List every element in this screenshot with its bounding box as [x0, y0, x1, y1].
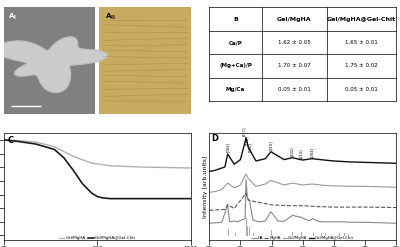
Text: Ca/P: Ca/P [228, 40, 242, 45]
Line: Gel/MgHA@Gel-Chit: Gel/MgHA@Gel-Chit [4, 140, 191, 199]
Gel/MgHA [183, 166, 188, 169]
Text: [002]: [002] [226, 143, 230, 152]
Gel/MgHA@Gel-Chit [100, 196, 105, 199]
Gel/MgHA@Gel-Chit [71, 168, 76, 171]
Legend: HA, MgHA, Gel/MgHA, Gel/MgHA@Gel-Chit: HA, MgHA, Gel/MgHA, Gel/MgHA@Gel-Chit [250, 235, 355, 242]
Gel/MgHA@Gel-Chit [145, 197, 150, 200]
Text: 1.65 ± 0.01: 1.65 ± 0.01 [345, 40, 378, 45]
Text: [300]: [300] [248, 143, 252, 152]
Gel/MgHA@Gel-Chit [95, 195, 100, 198]
Text: [211]: [211] [242, 126, 246, 136]
Text: Mg/Ca: Mg/Ca [226, 87, 245, 92]
Text: 0.05 ± 0.01: 0.05 ± 0.01 [345, 87, 378, 92]
Gel/MgHA@Gel-Chit [33, 143, 38, 145]
Gel/MgHA [2, 138, 6, 141]
Text: (Mg+Ca)/P: (Mg+Ca)/P [219, 63, 252, 68]
Text: B: B [233, 17, 238, 22]
Text: [004]: [004] [311, 147, 315, 157]
Gel/MgHA [108, 164, 113, 167]
Gel/MgHA [33, 141, 38, 144]
Gel/MgHA [15, 139, 20, 142]
Polygon shape [0, 37, 108, 92]
Text: 0.05 ± 0.01: 0.05 ± 0.01 [278, 87, 311, 92]
Text: 1.75 ± 0.02: 1.75 ± 0.02 [345, 63, 378, 68]
Gel/MgHA@Gel-Chit [15, 140, 20, 143]
Text: D: D [211, 134, 218, 143]
Gel/MgHA [71, 155, 76, 158]
Gel/MgHA [188, 166, 193, 169]
Gel/MgHA [164, 166, 169, 169]
Text: Gel/MgHA: Gel/MgHA [277, 17, 312, 22]
Text: [222]: [222] [290, 146, 294, 156]
Gel/MgHA@Gel-Chit [80, 182, 85, 185]
Gel/MgHA@Gel-Chit [183, 197, 188, 200]
Gel/MgHA@Gel-Chit [2, 138, 6, 141]
Text: Gel/MgHA@Gel-Chit: Gel/MgHA@Gel-Chit [327, 17, 396, 22]
Text: $\mathbf{A_I}$: $\mathbf{A_I}$ [8, 12, 17, 22]
Bar [99, 7, 191, 114]
Gel/MgHA [127, 165, 132, 168]
Gel/MgHA@Gel-Chit [61, 156, 66, 159]
Text: $\mathbf{A_{II}}$: $\mathbf{A_{II}}$ [105, 12, 116, 22]
Text: [112]: [112] [245, 136, 249, 145]
Gel/MgHA@Gel-Chit [188, 197, 193, 200]
Gel/MgHA@Gel-Chit [89, 192, 94, 195]
Text: [213]: [213] [299, 149, 303, 158]
Y-axis label: Intensity [arb.units]: Intensity [arb.units] [203, 155, 208, 218]
Gel/MgHA@Gel-Chit [108, 197, 113, 200]
Gel/MgHA [52, 145, 57, 148]
Text: [310]: [310] [269, 140, 273, 150]
Bar [4, 7, 96, 114]
Line: Gel/MgHA: Gel/MgHA [4, 140, 191, 168]
Gel/MgHA [89, 162, 94, 165]
Gel/MgHA@Gel-Chit [52, 148, 57, 151]
Gel/MgHA@Gel-Chit [127, 197, 132, 200]
Legend: Gel/MgHA, Gel/MgHA@Gel-Chit: Gel/MgHA, Gel/MgHA@Gel-Chit [57, 234, 138, 242]
Text: C: C [8, 136, 14, 145]
Gel/MgHA@Gel-Chit [164, 197, 169, 200]
Gel/MgHA [145, 166, 150, 169]
Text: 1.62 ± 0.05: 1.62 ± 0.05 [278, 40, 311, 45]
Text: 1.70 ± 0.07: 1.70 ± 0.07 [278, 63, 311, 68]
